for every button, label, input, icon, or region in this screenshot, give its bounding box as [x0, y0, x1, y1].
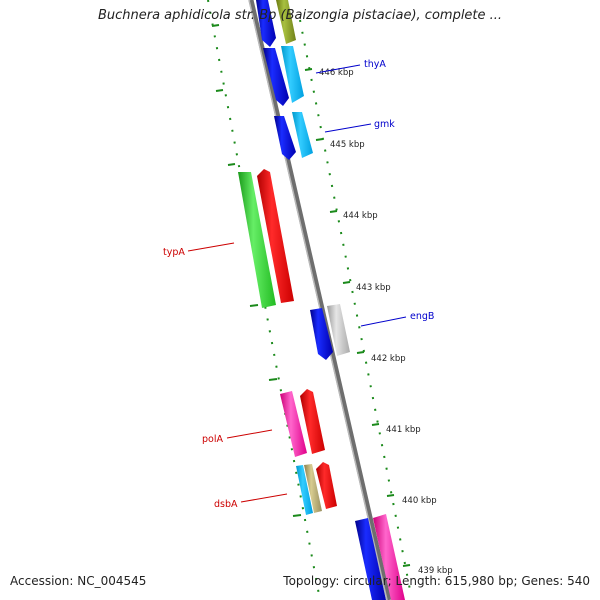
gene-feature: [263, 48, 289, 106]
gene-feature: [304, 464, 322, 513]
gene-feature: [310, 308, 333, 360]
gene-feature: [274, 116, 296, 160]
gene-label-gmk: gmk: [374, 119, 395, 130]
gene-feature: [257, 169, 294, 303]
gene-feature: [300, 389, 325, 454]
gene-feature: [238, 172, 276, 308]
accession-text: Accession: NC_004545: [10, 574, 147, 588]
tick-label: 446 kbp: [319, 68, 354, 78]
tick-label: 439 kbp: [418, 566, 453, 576]
gene-label-typA: typA: [163, 247, 185, 258]
tick-label: 442 kbp: [371, 354, 406, 364]
gene-feature: [280, 391, 307, 457]
gene-feature: [355, 518, 386, 600]
map-title: Buchnera aphidicola str. Bp (Baizongia p…: [97, 8, 503, 23]
tick-labels: 446 kbp 445 kbp 444 kbp 443 kbp 442 kbp …: [319, 68, 453, 576]
major-ticks: [211, 24, 411, 567]
gene-feature: [256, 0, 276, 47]
gene-label-polA: polA: [202, 434, 223, 445]
gene-label-thyA: thyA: [364, 59, 386, 70]
gene-feature: [296, 465, 313, 515]
tick-label: 445 kbp: [330, 140, 365, 150]
gene-feature: [276, 0, 296, 44]
backbone: [248, 0, 392, 600]
gene-features[interactable]: [238, 0, 405, 600]
tick-label: 443 kbp: [356, 283, 391, 293]
tick-label: 440 kbp: [402, 496, 437, 506]
gene-feature: [327, 304, 350, 356]
outer-ruler: [299, 19, 411, 591]
gene-feature: [373, 514, 405, 600]
gene-label-dsbA: dsbA: [214, 499, 238, 510]
gene-feature: [281, 46, 304, 103]
gene-feature: [292, 112, 313, 158]
gene-labels[interactable]: thyA gmk typA engB polA dsbA: [163, 59, 434, 510]
summary-text: Topology: circular; Length: 615,980 bp; …: [283, 574, 590, 588]
gene-label-engB: engB: [410, 311, 434, 322]
tick-label: 441 kbp: [386, 425, 421, 435]
tick-label: 444 kbp: [343, 211, 378, 221]
gene-feature: [316, 462, 337, 509]
